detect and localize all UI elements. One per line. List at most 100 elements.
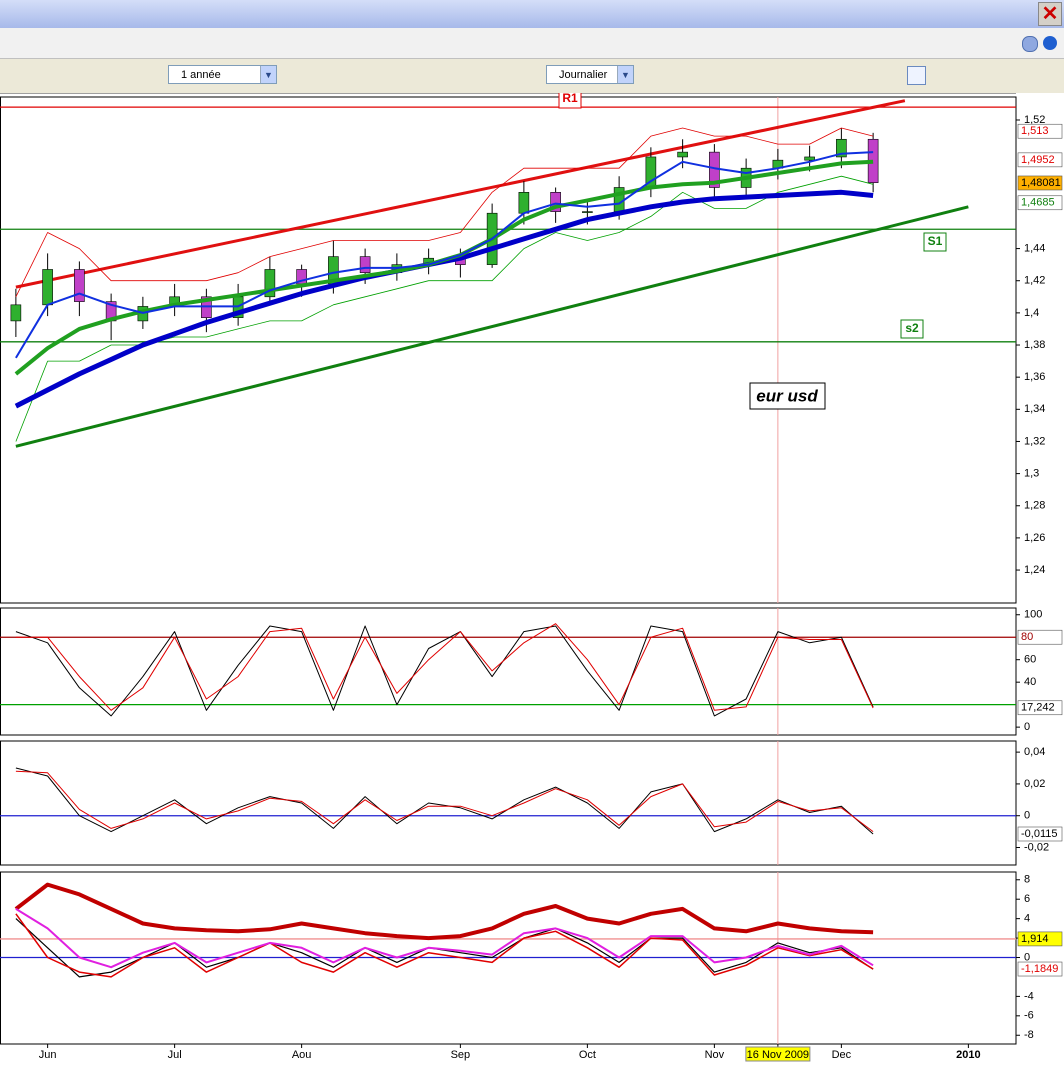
price-tag-label: 80	[1021, 631, 1033, 643]
panel	[0, 97, 1016, 603]
tool-strip	[0, 28, 1064, 59]
axis-strip	[1016, 93, 1064, 1069]
x-tick-label: Jul	[168, 1049, 182, 1061]
price-tag-label: 17,242	[1021, 702, 1055, 714]
y-tick-label: 1,42	[1024, 275, 1045, 287]
panel-frame	[0, 607, 1017, 736]
price-tag-label: 1,4685	[1021, 197, 1055, 209]
candle-body	[582, 211, 593, 213]
candle-body	[359, 256, 371, 273]
trend-line	[15, 99, 906, 289]
x-tick-label: Jun	[39, 1049, 57, 1061]
period-select[interactable]: 1 année ▼	[168, 65, 277, 84]
interval-select[interactable]: Journalier ▼	[546, 65, 634, 84]
y-tick-label: 1,26	[1024, 532, 1045, 544]
price-tag	[1017, 961, 1063, 977]
y-tick-label: 6	[1024, 893, 1030, 905]
series-line	[15, 913, 874, 978]
close-button[interactable]: ✕	[1038, 2, 1062, 26]
candle-body	[518, 192, 530, 214]
y-tick-label: 1,34	[1024, 403, 1045, 415]
candle-body	[42, 269, 53, 306]
y-tick-label: -6	[1024, 1010, 1034, 1022]
level-label: R1	[562, 93, 578, 105]
y-tick-label: 1,3	[1024, 468, 1039, 480]
price-tag	[1017, 123, 1063, 139]
price-tag-label: -1,1849	[1021, 963, 1058, 975]
y-tick-label: 1,24	[1024, 564, 1045, 576]
dropdown-arrow: ▼	[260, 66, 276, 83]
candle-body	[613, 187, 625, 212]
candle-body	[804, 156, 815, 161]
y-tick-label: 0,04	[1024, 746, 1045, 758]
annotation: eur usd	[756, 386, 818, 405]
x-tick-label: Dec	[832, 1049, 852, 1061]
chart-icon[interactable]	[907, 66, 926, 85]
y-tick-label: 1,4	[1024, 307, 1039, 319]
y-tick-label: 60	[1024, 654, 1036, 666]
x-tick-label: Sep	[451, 1049, 471, 1061]
price-tag	[1017, 826, 1063, 842]
y-tick-label: -0,02	[1024, 841, 1049, 853]
x-tick-label: Aou	[292, 1049, 312, 1061]
x-tick-label: Nov	[705, 1049, 725, 1061]
series-line	[15, 908, 874, 969]
level-label: S1	[928, 234, 943, 248]
price-tag-label: 1,48081	[1021, 177, 1061, 189]
price-tag-label: 1,513	[1021, 125, 1049, 137]
series-line	[15, 623, 874, 711]
panel	[0, 741, 1016, 865]
panel-frame	[0, 740, 1017, 866]
y-tick-label: 40	[1024, 676, 1036, 688]
chart-toolbar: 1 année ▼ Journalier ▼	[0, 59, 1064, 94]
level-label: s2	[905, 321, 919, 335]
title-bar: ✕	[0, 0, 1064, 28]
annotation-box	[749, 382, 826, 410]
series-line	[15, 625, 874, 717]
candle-body	[10, 304, 22, 322]
panel-frame	[0, 96, 1017, 604]
y-tick-label: 1,38	[1024, 339, 1045, 351]
y-tick-label: 0,02	[1024, 778, 1045, 790]
candle-body	[264, 269, 276, 298]
x-tick-label: Oct	[579, 1049, 596, 1061]
y-tick-label: 0	[1024, 810, 1030, 822]
candle-body	[677, 151, 688, 158]
series-line	[15, 127, 874, 297]
go-icon[interactable]	[1043, 36, 1057, 50]
interval-text: Journalier	[559, 69, 608, 81]
price-tag-label: 1,914	[1021, 933, 1049, 945]
y-tick-label: 0	[1024, 951, 1030, 963]
y-tick-label: 1,52	[1024, 114, 1045, 126]
panel	[0, 872, 1016, 1044]
y-tick-label: -8	[1024, 1029, 1034, 1041]
y-tick-label: 1,36	[1024, 371, 1045, 383]
cursor-label-bg	[745, 1046, 811, 1062]
series-line	[15, 151, 874, 359]
candle-body	[550, 192, 561, 212]
y-tick-label: 8	[1024, 874, 1030, 886]
settings-icon[interactable]	[1022, 36, 1038, 52]
chart-area: 1,52 1,44 1,42 1,4 1,38 1,36 1,34 1,32 1,3 1,28 1,…	[0, 93, 1064, 1069]
price-tag	[1017, 700, 1063, 716]
x-tick-label: 2010	[956, 1049, 980, 1061]
level-label-box	[558, 93, 582, 109]
price-tag	[1017, 931, 1063, 947]
dropdown-arrow: ▼	[617, 66, 633, 83]
price-tag	[1017, 195, 1063, 211]
y-tick-label: 100	[1024, 609, 1042, 621]
y-tick-label: 1,28	[1024, 500, 1045, 512]
level-label-box	[923, 232, 947, 252]
price-tag-label: -0,0115	[1021, 828, 1058, 840]
price-tag	[1017, 175, 1063, 191]
trend-line	[15, 205, 969, 448]
series-line	[14, 882, 874, 941]
price-tag	[1017, 629, 1063, 645]
price-tag-label: 1,4952	[1021, 154, 1055, 166]
x-tick-label: 16 Nov 2009	[747, 1049, 809, 1061]
y-tick-label: -4	[1024, 990, 1034, 1002]
y-tick-label: 0	[1024, 721, 1030, 733]
level-label-box	[900, 319, 924, 339]
y-tick-label: 1,44	[1024, 242, 1045, 254]
